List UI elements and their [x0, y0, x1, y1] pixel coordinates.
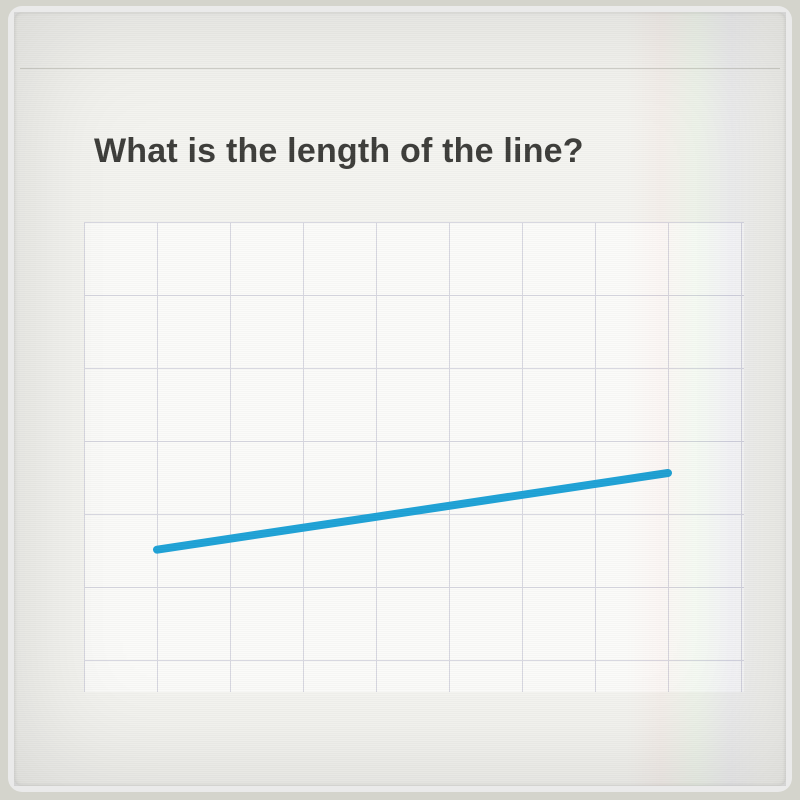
grid-line-horizontal	[84, 514, 744, 515]
grid-line-horizontal	[84, 587, 744, 588]
grid-line-horizontal	[84, 368, 744, 369]
diagonal-line	[157, 473, 668, 550]
grid-line-vertical	[595, 222, 596, 692]
grid-line-vertical	[376, 222, 377, 692]
grid-line-vertical	[668, 222, 669, 692]
grid-canvas	[84, 222, 744, 692]
grid-line-horizontal	[84, 660, 744, 661]
grid-line-vertical	[522, 222, 523, 692]
line-svg	[84, 222, 744, 692]
grid-line-vertical	[230, 222, 231, 692]
photo-frame: What is the length of the line?	[0, 0, 800, 800]
grid-line-horizontal	[84, 222, 744, 223]
grid-line-vertical	[303, 222, 304, 692]
header-divider	[20, 68, 780, 69]
grid-line-horizontal	[84, 441, 744, 442]
grid-line-vertical	[84, 222, 85, 692]
grid-line-horizontal	[84, 295, 744, 296]
grid-line-vertical	[157, 222, 158, 692]
grid-line-vertical	[449, 222, 450, 692]
grid-line-vertical	[741, 222, 742, 692]
screen-bezel: What is the length of the line?	[8, 6, 792, 792]
question-text: What is the length of the line?	[94, 132, 584, 171]
page-surface: What is the length of the line?	[14, 12, 786, 786]
